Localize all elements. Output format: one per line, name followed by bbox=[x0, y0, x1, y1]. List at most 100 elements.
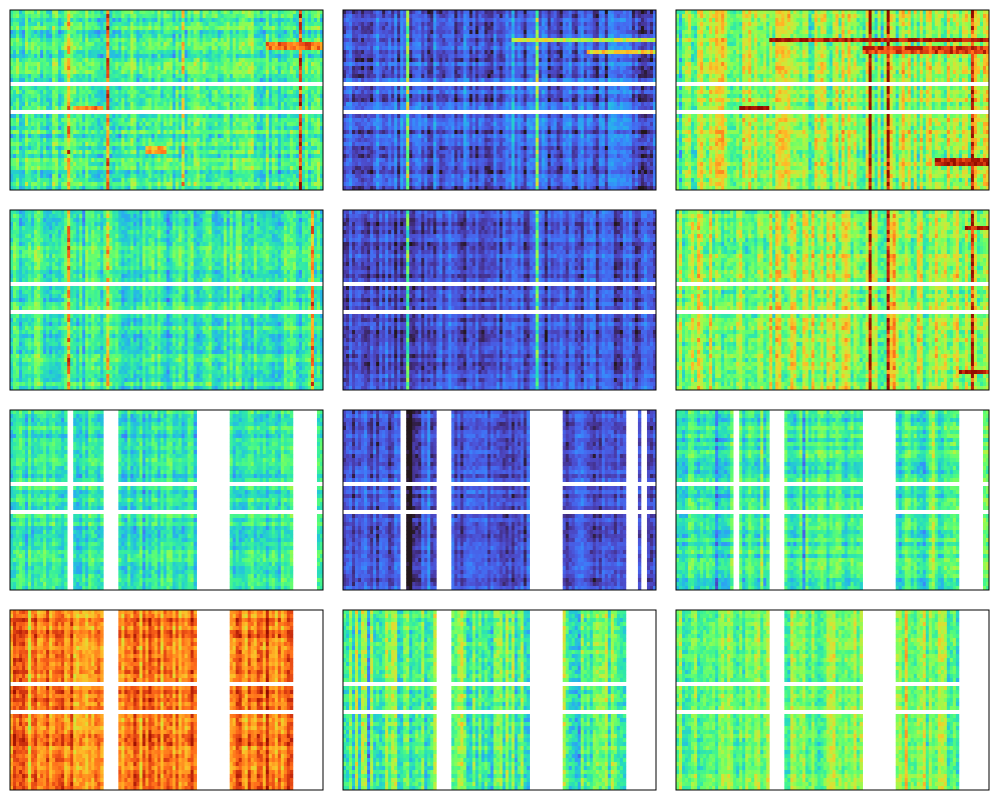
heatmap-cell bbox=[22, 142, 25, 146]
heatmap-cell bbox=[52, 22, 55, 26]
heatmap-cell bbox=[46, 38, 49, 42]
heatmap-cell bbox=[34, 98, 37, 102]
heatmap-cell bbox=[52, 162, 55, 166]
heatmap-cell bbox=[40, 134, 43, 138]
heatmap-cell bbox=[31, 146, 34, 150]
heatmap-cell bbox=[31, 138, 34, 142]
heatmap-cell bbox=[22, 46, 25, 50]
heatmap-cell bbox=[31, 78, 34, 82]
heatmap-cell bbox=[55, 142, 58, 146]
heatmap-panel-r1-c1 bbox=[10, 10, 323, 190]
heatmap-cell bbox=[34, 118, 37, 122]
heatmap-cell bbox=[19, 58, 22, 62]
heatmap-cell bbox=[34, 86, 37, 90]
heatmap-cell bbox=[28, 162, 31, 166]
heatmap-cell bbox=[25, 154, 28, 158]
heatmap-cell bbox=[52, 14, 55, 18]
heatmap-cell bbox=[37, 126, 40, 130]
heatmap-cell bbox=[58, 54, 61, 58]
heatmap-cell bbox=[31, 74, 34, 78]
heatmap-cell bbox=[22, 114, 25, 118]
heatmap-cell bbox=[16, 42, 19, 46]
heatmap-cell bbox=[22, 86, 25, 90]
heatmap-cell bbox=[52, 134, 55, 138]
heatmap-cell bbox=[31, 154, 34, 158]
heatmap-cell bbox=[49, 142, 52, 146]
heatmap-cell bbox=[55, 134, 58, 138]
heatmap-cell bbox=[34, 170, 37, 174]
heatmap-cell bbox=[19, 106, 22, 110]
heatmap-cell bbox=[13, 158, 16, 162]
heatmap-cell bbox=[13, 150, 16, 154]
heatmap-cell bbox=[43, 46, 46, 50]
heatmap-cell bbox=[58, 58, 61, 62]
heatmap-cell bbox=[34, 174, 37, 178]
heatmap-cell bbox=[58, 10, 61, 14]
heatmap-cell bbox=[46, 86, 49, 90]
heatmap-cell bbox=[40, 146, 43, 150]
heatmap-cell bbox=[25, 70, 28, 74]
heatmap-cell bbox=[13, 178, 16, 182]
heatmap-cell bbox=[19, 94, 22, 98]
heatmap-cell bbox=[13, 94, 16, 98]
heatmap-cell bbox=[46, 158, 49, 162]
heatmap-cell bbox=[16, 70, 19, 74]
heatmap-cell bbox=[34, 106, 37, 110]
heatmap-cell bbox=[13, 146, 16, 150]
heatmap-cell bbox=[46, 22, 49, 26]
heatmap-cell bbox=[13, 126, 16, 130]
heatmap-cell bbox=[55, 178, 58, 182]
heatmap-cell bbox=[55, 150, 58, 154]
heatmap-cell bbox=[37, 34, 40, 38]
heatmap-cell bbox=[52, 34, 55, 38]
heatmap-cell bbox=[10, 150, 13, 154]
heatmap-cell bbox=[13, 106, 16, 110]
heatmap-cell bbox=[34, 10, 37, 14]
heatmap-cell bbox=[16, 22, 19, 26]
heatmap-cell bbox=[55, 174, 58, 178]
heatmap-cell bbox=[22, 130, 25, 134]
heatmap-cell bbox=[37, 154, 40, 158]
heatmap-cell bbox=[10, 130, 13, 134]
heatmap-cell bbox=[16, 62, 19, 66]
heatmap-cell bbox=[34, 146, 37, 150]
heatmap-cell bbox=[10, 30, 13, 34]
heatmap-cell bbox=[55, 130, 58, 134]
heatmap-cell bbox=[43, 78, 46, 82]
heatmap-cell bbox=[28, 154, 31, 158]
heatmap-cell bbox=[25, 122, 28, 126]
heatmap-cell bbox=[37, 150, 40, 154]
heatmap-cell bbox=[34, 138, 37, 142]
heatmap-cell bbox=[52, 106, 55, 110]
heatmap-cell bbox=[37, 62, 40, 66]
heatmap-cell bbox=[22, 10, 25, 14]
heatmap-cell bbox=[37, 106, 40, 110]
heatmap-cell bbox=[52, 154, 55, 158]
heatmap-cell bbox=[10, 10, 13, 14]
heatmap-cell bbox=[52, 170, 55, 174]
heatmap-cell bbox=[40, 14, 43, 18]
heatmap-cell bbox=[22, 78, 25, 82]
heatmap-cell bbox=[10, 126, 13, 130]
heatmap-cell bbox=[55, 90, 58, 94]
heatmap-cell bbox=[22, 178, 25, 182]
heatmap-cell bbox=[25, 178, 28, 182]
heatmap-cell bbox=[43, 86, 46, 90]
heatmap-cell bbox=[37, 122, 40, 126]
heatmap-cell bbox=[37, 14, 40, 18]
heatmap-cell bbox=[52, 114, 55, 118]
heatmap-cell bbox=[28, 174, 31, 178]
heatmap-cell bbox=[58, 78, 61, 82]
heatmap-cell bbox=[52, 58, 55, 62]
heatmap-cell bbox=[13, 130, 16, 134]
heatmap-cell bbox=[37, 46, 40, 50]
heatmap-figure bbox=[0, 0, 1000, 800]
heatmap-cell bbox=[46, 94, 49, 98]
heatmap-cell bbox=[43, 126, 46, 130]
heatmap-cell bbox=[25, 54, 28, 58]
heatmap-cell bbox=[28, 118, 31, 122]
heatmap-cell bbox=[52, 90, 55, 94]
heatmap-cell bbox=[19, 86, 22, 90]
heatmap-cell bbox=[19, 118, 22, 122]
heatmap-cell bbox=[10, 154, 13, 158]
